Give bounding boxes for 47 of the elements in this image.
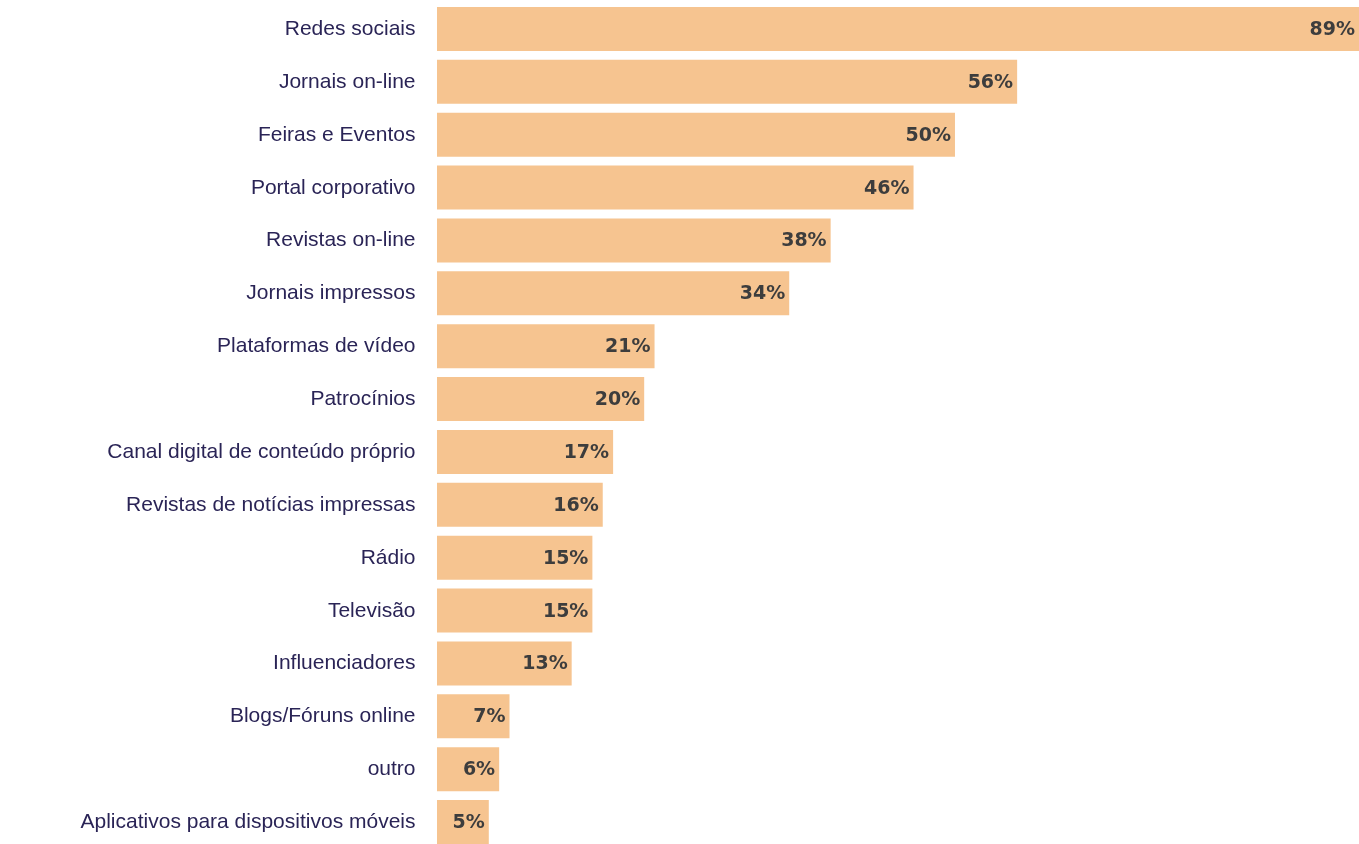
data-label: 21% xyxy=(605,334,651,357)
bar xyxy=(437,429,614,474)
y-tick-label: Portal corporativo xyxy=(250,174,416,198)
data-label: 38% xyxy=(781,228,827,251)
data-label: 34% xyxy=(739,281,786,304)
bar xyxy=(437,535,593,580)
bar xyxy=(437,59,1018,104)
bar xyxy=(437,482,603,527)
bar xyxy=(437,165,914,210)
data-label: 16% xyxy=(553,492,599,515)
bar xyxy=(437,694,510,739)
y-tick-label: Influenciadores xyxy=(273,650,416,674)
data-label: 50% xyxy=(905,122,951,145)
y-tick-label: Redes sociais xyxy=(284,15,416,39)
data-label: 89% xyxy=(1309,16,1355,39)
data-label: 7% xyxy=(473,704,506,727)
data-label: 17% xyxy=(563,439,610,462)
data-label: 5% xyxy=(452,810,485,833)
y-tick-label: Rádio xyxy=(360,544,416,568)
y-tick-label: Aplicativos para dispositivos móveis xyxy=(80,809,416,833)
bar xyxy=(437,377,645,422)
data-label: 56% xyxy=(967,69,1014,92)
y-tick-label: outro xyxy=(367,756,416,780)
bar xyxy=(437,747,500,792)
data-label: 20% xyxy=(594,387,641,410)
y-tick-label: Jornais on-line xyxy=(278,68,416,92)
y-tick-label: Revistas de notícias impressas xyxy=(126,491,416,515)
bar xyxy=(437,271,790,316)
y-tick-label: Canal digital de conteúdo próprio xyxy=(107,438,416,462)
data-label: 46% xyxy=(864,175,910,198)
data-label: 13% xyxy=(522,651,568,674)
bar xyxy=(437,218,831,263)
data-label: 15% xyxy=(542,598,589,621)
y-tick-label: Feiras e Eventos xyxy=(257,121,416,145)
bar xyxy=(437,324,655,369)
y-tick-label: Blogs/Fóruns online xyxy=(229,703,416,727)
bar xyxy=(437,7,1359,51)
y-tick-label: Jornais impressos xyxy=(246,280,416,304)
y-tick-label: Patrocínios xyxy=(310,386,416,410)
bar xyxy=(437,641,572,686)
bar xyxy=(437,112,955,157)
data-label: 6% xyxy=(462,757,496,780)
y-tick-label: Televisão xyxy=(327,597,416,621)
data-label: 15% xyxy=(542,545,589,568)
y-tick-label: Revistas on-line xyxy=(266,227,416,251)
y-tick-label: Plataformas de vídeo xyxy=(217,333,416,357)
bar xyxy=(437,588,593,633)
